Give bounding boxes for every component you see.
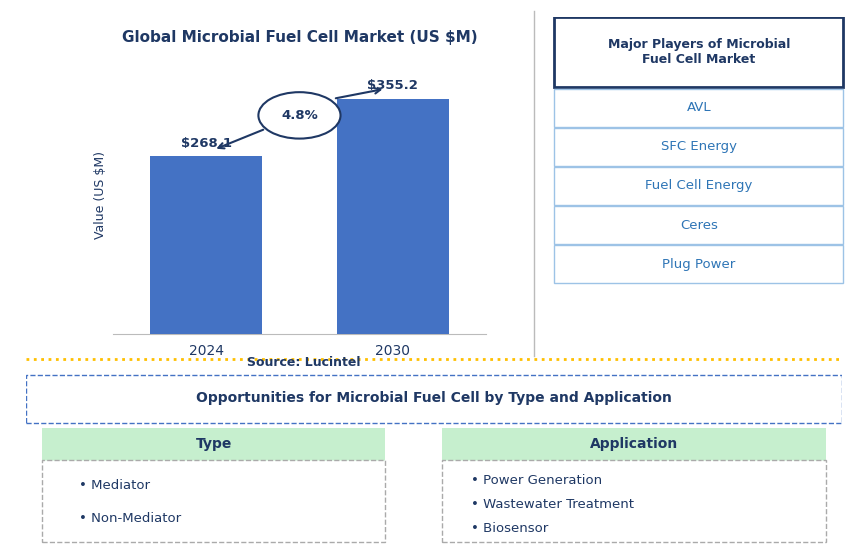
Text: Major Players of Microbial
Fuel Cell Market: Major Players of Microbial Fuel Cell Mar… (608, 38, 790, 66)
FancyBboxPatch shape (554, 89, 844, 127)
Text: Opportunities for Microbial Fuel Cell by Type and Application: Opportunities for Microbial Fuel Cell by… (196, 391, 672, 405)
FancyBboxPatch shape (43, 461, 385, 543)
FancyBboxPatch shape (554, 245, 844, 284)
FancyBboxPatch shape (442, 461, 825, 543)
Text: • Biosensor: • Biosensor (470, 522, 548, 535)
Text: Type: Type (195, 437, 232, 451)
Y-axis label: Value (US $M): Value (US $M) (95, 151, 108, 239)
Text: Fuel Cell Energy: Fuel Cell Energy (645, 179, 753, 193)
Ellipse shape (259, 92, 340, 139)
Text: Plug Power: Plug Power (662, 258, 735, 271)
Text: • Mediator: • Mediator (79, 479, 150, 492)
Text: Source: Lucintel: Source: Lucintel (247, 356, 360, 369)
Text: • Non-Mediator: • Non-Mediator (79, 512, 181, 525)
FancyBboxPatch shape (554, 167, 844, 205)
FancyBboxPatch shape (554, 17, 844, 87)
Text: AVL: AVL (687, 101, 711, 114)
Text: SFC Energy: SFC Energy (661, 140, 737, 153)
Text: • Power Generation: • Power Generation (470, 474, 602, 487)
Text: • Wastewater Treatment: • Wastewater Treatment (470, 498, 634, 511)
FancyBboxPatch shape (26, 375, 842, 423)
Text: 4.8%: 4.8% (281, 109, 318, 122)
Title: Global Microbial Fuel Cell Market (US $M): Global Microbial Fuel Cell Market (US $M… (122, 30, 477, 45)
Bar (150, 157, 262, 334)
Text: $355.2: $355.2 (367, 79, 418, 92)
FancyBboxPatch shape (554, 128, 844, 166)
FancyBboxPatch shape (554, 206, 844, 245)
FancyBboxPatch shape (442, 428, 825, 461)
Text: Application: Application (589, 437, 678, 451)
Bar (337, 99, 449, 334)
Text: Ceres: Ceres (680, 218, 718, 232)
Text: $268.1: $268.1 (181, 137, 232, 150)
FancyBboxPatch shape (43, 428, 385, 461)
